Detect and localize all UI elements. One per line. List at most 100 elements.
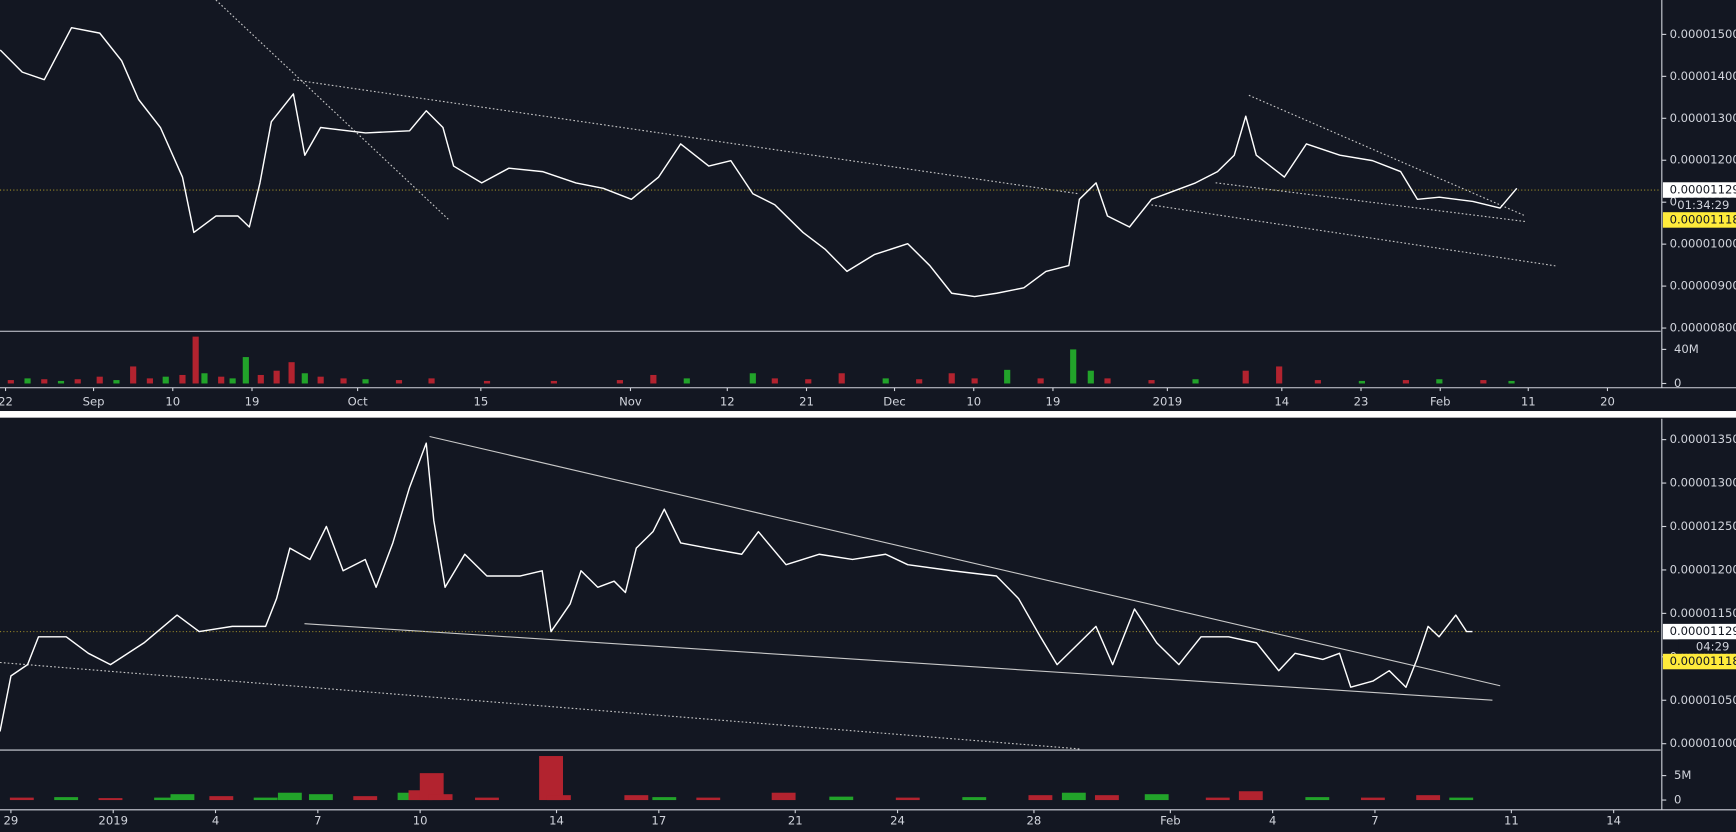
volume-bar: [229, 378, 236, 384]
alert-price-box: [1662, 653, 1736, 670]
trend-line: [1215, 182, 1526, 223]
volume-bar: [1094, 795, 1119, 801]
volume-bar: [57, 380, 65, 384]
volume-bar: [829, 796, 854, 801]
volume-bar: [1314, 380, 1321, 384]
volume-bar: [288, 362, 295, 384]
volume-bar: [1449, 797, 1474, 801]
volume-bar: [1205, 797, 1230, 801]
volume-bar: [218, 376, 225, 384]
x-tick-label: 29: [4, 813, 19, 827]
volume-bar: [317, 376, 324, 384]
volume-bar: [146, 378, 153, 384]
volume-bar: [546, 795, 571, 801]
volume-bar: [201, 373, 208, 384]
volume-tick-label: 5M: [1674, 768, 1691, 782]
x-tick-label: 2019: [1153, 395, 1183, 409]
volume-bar: [882, 378, 889, 384]
y-tick-label: 0.00001200: [1670, 562, 1736, 576]
trend-lines: [0, 0, 1556, 750]
volume-bar: [971, 378, 978, 384]
volume-bar: [1358, 380, 1365, 384]
y-tick-label: 0.00001000: [1670, 736, 1736, 750]
x-tick-label: 14: [549, 813, 564, 827]
y-tick-label: 0.00000800: [1670, 321, 1736, 335]
trend-line: [429, 435, 1501, 687]
volume-bar: [257, 374, 264, 384]
x-tick-label: 20: [1600, 395, 1615, 409]
x-tick-label: Dec: [883, 395, 905, 409]
volume-bar: [41, 379, 48, 384]
price-line: [0, 442, 1473, 732]
volume-bar: [1070, 349, 1077, 384]
x-tick-label: 21: [788, 813, 803, 827]
x-tick-label: Feb: [1430, 395, 1451, 409]
y-tick-label: 0.00001350: [1670, 432, 1736, 446]
x-tick-label: 2019: [98, 813, 128, 827]
x-tick-label: 19: [1046, 395, 1061, 409]
x-tick-label: Oct: [348, 395, 369, 409]
x-tick-label: 4: [1269, 813, 1276, 827]
chart-panel: 0.000008000.000009000.000010000.00001100…: [0, 27, 1736, 409]
x-tick-label: 10: [413, 813, 428, 827]
volume-bar: [96, 376, 103, 384]
x-tick-label: 11: [1504, 813, 1519, 827]
volume-bar: [1144, 794, 1169, 801]
volume-bar: [749, 373, 756, 384]
volume-tick-label: 0: [1674, 793, 1681, 807]
volume-bar: [242, 357, 249, 384]
volume-bar: [308, 794, 333, 801]
volume-bar: [179, 374, 186, 384]
trend-line: [293, 79, 1080, 195]
trend-line: [215, 0, 449, 220]
volume-bar: [1360, 797, 1385, 801]
volume-bar: [428, 794, 453, 801]
volume-bar: [9, 797, 34, 801]
volume-bar: [301, 373, 308, 384]
volume-bar: [895, 797, 920, 801]
x-tick-label: Feb: [1160, 813, 1181, 827]
countdown-box: [1678, 197, 1736, 213]
volume-bar: [24, 378, 31, 384]
chart-separator: [0, 411, 1736, 418]
trend-line: [304, 623, 1493, 701]
y-tick-label: 0.00001300: [1670, 111, 1736, 125]
volume-bar: [1416, 795, 1441, 801]
volume-bar: [475, 797, 499, 801]
volume-bar: [130, 366, 137, 384]
panel-borders: [0, 0, 1736, 811]
volume-bar: [483, 380, 491, 384]
volume-bar: [395, 380, 403, 384]
x-tick-label: 11: [1521, 395, 1536, 409]
volume-bar: [1192, 379, 1199, 384]
y-tick-label: 0.00000900: [1670, 279, 1736, 293]
volume-bar: [340, 378, 347, 384]
volume-bar: [1148, 380, 1155, 384]
last-price-label: 0.00001129: [1670, 183, 1736, 197]
volume-bar: [805, 379, 812, 384]
volume-bar: [154, 797, 179, 801]
y-tick-label: 0.00001500: [1670, 27, 1736, 41]
volume-bar: [428, 378, 435, 384]
volume-bar: [1004, 369, 1011, 384]
volume-bar: [113, 380, 120, 384]
volume-bar: [1037, 378, 1044, 384]
volume-bar: [696, 797, 721, 801]
volume-bar: [550, 380, 557, 384]
volume-bar: [419, 773, 444, 801]
volume-bar: [916, 379, 923, 384]
volume-bar: [948, 373, 955, 384]
x-tick-label: 7: [314, 813, 321, 827]
volume-bar: [650, 374, 657, 384]
volume-bar: [192, 336, 199, 384]
last-price-box: [1662, 623, 1736, 640]
volume-bar: [1436, 379, 1443, 384]
x-tick-label: 19: [245, 395, 260, 409]
volume-bar: [54, 797, 79, 801]
volume-bar: [539, 756, 564, 801]
x-tick-label: 14: [1274, 395, 1289, 409]
x-tick-label: 7: [1371, 813, 1378, 827]
x-tick-label: 28: [1027, 813, 1042, 827]
x-tick-label: 21: [799, 395, 814, 409]
